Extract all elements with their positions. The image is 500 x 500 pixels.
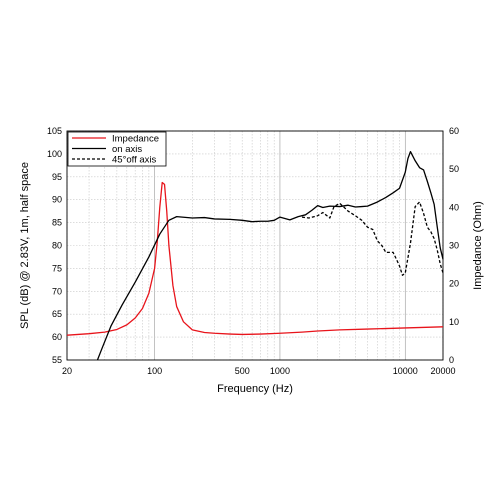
legend-label: on axis [112,144,142,155]
x-tick-label: 1000 [270,366,290,376]
y-left-tick-label: 75 [52,263,62,273]
y-left-tick-label: 60 [52,332,62,342]
y-right-tick-label: 0 [449,355,454,365]
y-left-tick-label: 85 [52,218,62,228]
axes: 20 100 500 1000 10000 20000556065707580859095… [47,126,459,376]
y-right-tick-label: 60 [449,126,459,136]
x-tick-label: 10000 [393,366,418,376]
y-left-tick-label: 100 [47,149,62,159]
series-lines [66,150,444,361]
y-left-tick-label: 105 [47,126,62,136]
series-line-1 [96,150,444,361]
y-axis-right-title: Impedance (Ohm) [472,201,484,290]
x-tick-label: 100 [147,366,162,376]
y-right-tick-label: 30 [449,241,459,251]
x-tick-label: 20 [62,366,72,376]
y-right-tick-label: 50 [449,164,459,174]
y-right-tick-label: 40 [449,202,459,212]
x-tick-label: 20000 [430,366,455,376]
plot-frame [66,130,444,361]
y-left-tick-label: 90 [52,195,62,205]
x-tick-label: 500 [235,366,250,376]
y-left-tick-label: 95 [52,172,62,182]
legend-label: Impedance [112,134,159,145]
series-line-2 [301,201,444,276]
y-left-tick-label: 65 [52,309,62,319]
y-axis-left-title: SPL (dB) @ 2.83V, 1m, half space [19,162,31,329]
x-axis-title: Frequency (Hz) [217,383,293,395]
y-left-tick-label: 80 [52,241,62,251]
y-left-tick-label: 55 [52,355,62,365]
y-right-tick-label: 20 [449,279,459,289]
series-line-0 [66,181,444,336]
y-left-tick-label: 70 [52,286,62,296]
y-right-tick-label: 10 [449,317,459,327]
legend-label: 45°off axis [112,155,157,166]
